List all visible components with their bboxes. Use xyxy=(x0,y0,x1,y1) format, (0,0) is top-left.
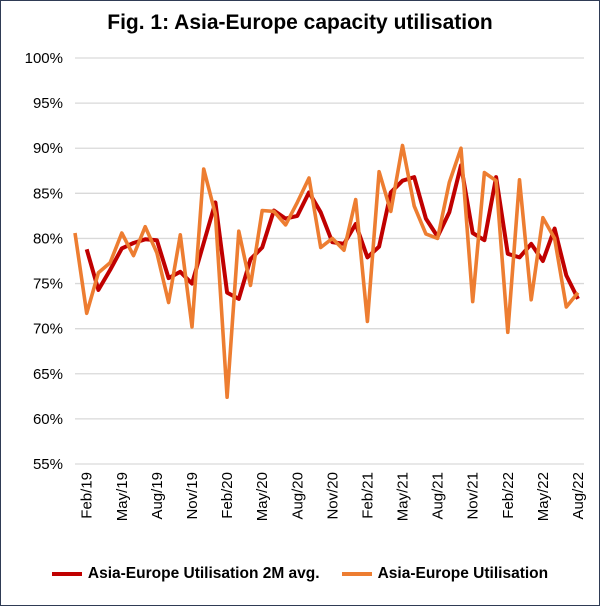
legend-swatch-2m-avg xyxy=(51,572,82,576)
x-tick-label: Aug/20 xyxy=(289,472,306,520)
legend-item-2m-avg: Asia-Europe Utilisation 2M avg. xyxy=(51,565,320,583)
y-tick-label: 100% xyxy=(25,50,63,67)
x-tick-label: May/20 xyxy=(254,472,271,521)
y-tick-label: 55% xyxy=(33,456,63,473)
y-tick-label: 85% xyxy=(33,185,63,202)
y-tick-label: 70% xyxy=(33,321,63,338)
x-tick-label: Aug/19 xyxy=(149,472,166,520)
legend-swatch-utilisation xyxy=(341,572,372,576)
y-tick-label: 80% xyxy=(33,230,63,247)
legend-label-utilisation: Asia-Europe Utilisation xyxy=(377,565,549,582)
legend-label-2m-avg: Asia-Europe Utilisation 2M avg. xyxy=(87,565,320,582)
legend: Asia-Europe Utilisation 2M avg. Asia-Eur… xyxy=(1,565,599,583)
y-tick-label: 95% xyxy=(33,95,63,112)
y-tick-label: 65% xyxy=(33,366,63,383)
x-tick-label: Nov/21 xyxy=(465,472,482,520)
x-tick-label: Feb/21 xyxy=(359,472,376,519)
series-line-2m-avg xyxy=(84,163,580,301)
x-tick-label: Feb/20 xyxy=(219,472,236,519)
chart-title: Fig. 1: Asia-Europe capacity utilisation xyxy=(107,11,493,34)
x-tick-label: Aug/21 xyxy=(430,472,447,520)
x-tick-label: Feb/19 xyxy=(79,472,96,519)
y-tick-label: 90% xyxy=(33,140,63,157)
x-tick-label: May/22 xyxy=(535,472,552,521)
x-tick-label: May/21 xyxy=(395,472,412,521)
y-tick-label: 60% xyxy=(33,411,63,428)
x-tick-label: Nov/20 xyxy=(324,472,341,520)
series-line-utilisation xyxy=(73,143,580,399)
x-tick-label: Aug/22 xyxy=(570,472,587,520)
legend-item-utilisation: Asia-Europe Utilisation xyxy=(341,565,549,583)
x-tick-label: May/19 xyxy=(114,472,131,521)
x-tick-label: Feb/22 xyxy=(500,472,517,519)
y-tick-label: 75% xyxy=(33,276,63,293)
x-tick-label: Nov/19 xyxy=(184,472,201,520)
